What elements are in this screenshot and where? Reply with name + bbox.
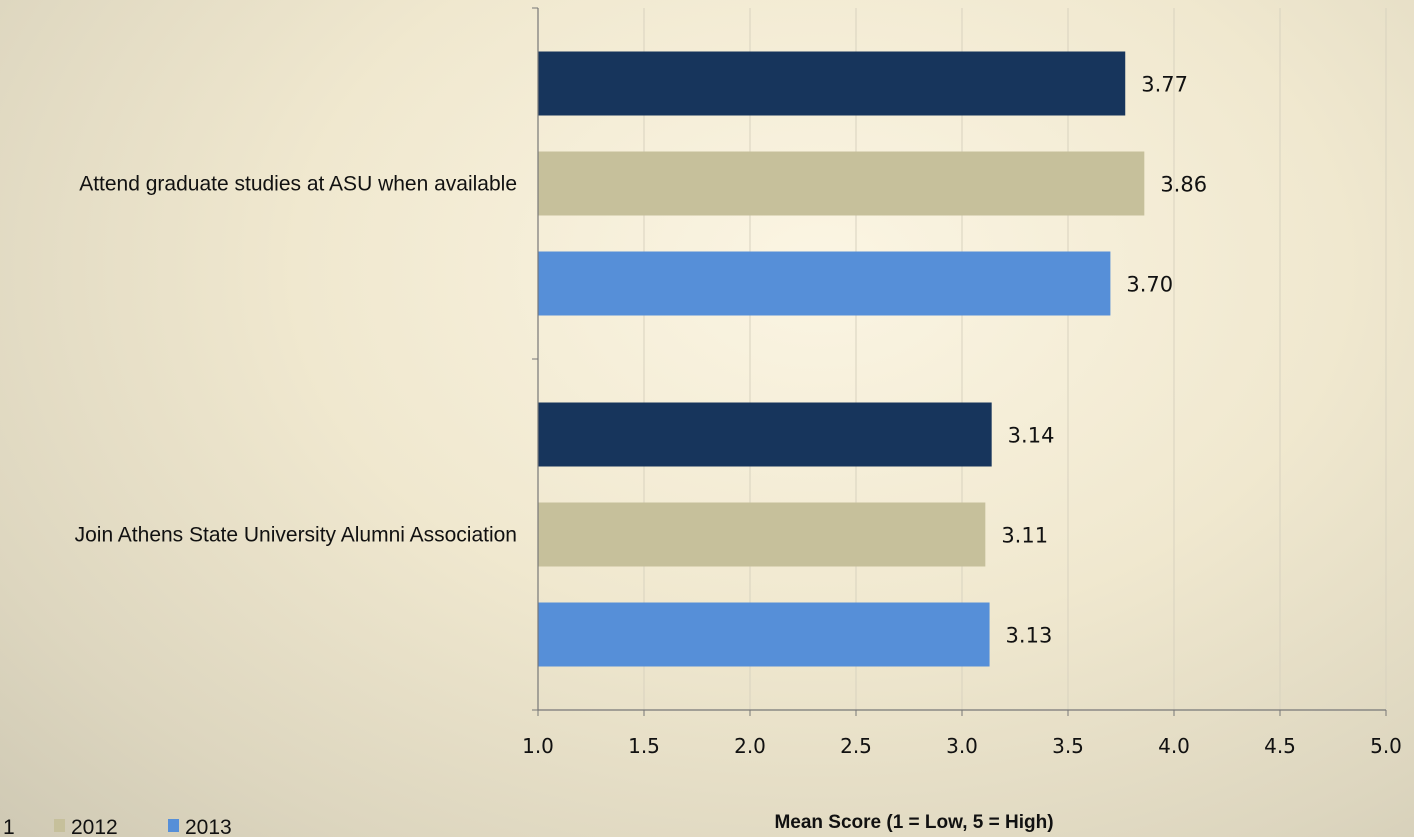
bar — [538, 51, 1126, 116]
data-label: 3.86 — [1160, 173, 1207, 197]
legend-swatch — [168, 819, 179, 832]
data-label: 3.11 — [1001, 524, 1048, 548]
data-label: 3.14 — [1008, 424, 1055, 448]
x-tick-label: 3.5 — [1052, 734, 1084, 758]
x-tick-label: 5.0 — [1370, 734, 1402, 758]
x-tick-label: 2.5 — [840, 734, 872, 758]
bar — [538, 151, 1145, 216]
x-axis-label: Mean Score (1 = Low, 5 = High) — [774, 812, 1053, 833]
bar — [538, 251, 1111, 316]
bar — [538, 402, 992, 467]
data-label: 3.77 — [1141, 73, 1188, 97]
bar — [538, 602, 990, 667]
axes — [532, 7, 1387, 716]
data-label: 3.70 — [1126, 273, 1173, 297]
category-label: Join Athens State University Alumni Asso… — [75, 524, 517, 547]
x-tick-label: 2.0 — [734, 734, 766, 758]
x-tick-label: 4.5 — [1264, 734, 1296, 758]
legend: 1 2012 2013 — [3, 816, 232, 837]
legend-label: 1 — [3, 816, 15, 837]
x-tick-label: 3.0 — [946, 734, 978, 758]
labels: 1.0 1.5 2.0 2.5 3.0 3.5 4.0 4.5 5.0 Attend gradua… — [75, 73, 1402, 759]
legend-label: 2013 — [185, 816, 232, 837]
x-tick-label: 1.0 — [522, 734, 554, 758]
gridlines — [643, 8, 1387, 710]
legend-label: 2012 — [71, 816, 118, 837]
data-label: 3.13 — [1006, 624, 1053, 648]
category-label: Attend graduate studies at ASU when avai… — [79, 173, 517, 196]
bars — [538, 51, 1145, 667]
legend-swatch — [54, 819, 65, 832]
x-tick-label: 1.5 — [628, 734, 660, 758]
x-tick-label: 4.0 — [1158, 734, 1190, 758]
bar — [538, 502, 986, 567]
